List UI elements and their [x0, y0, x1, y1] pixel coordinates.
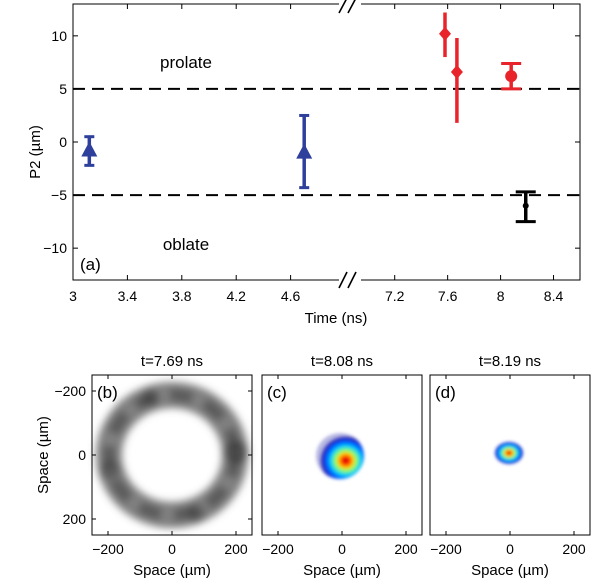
- panel-d-heatmap: t=8.19 ns −200 0 200 (d) Space (µm): [429, 353, 591, 579]
- panel-a-axes: 3 3.4 3.8 4.2 4.6 7.2 7.6 8 8.4 10 5 0 −5 −10: [43, 4, 580, 304]
- x-tick-label: −200: [262, 541, 294, 557]
- y-tick-label: −5: [51, 187, 67, 203]
- region-label-oblate: oblate: [163, 235, 209, 254]
- panel-b-title: t=7.69 ns: [141, 353, 203, 370]
- x-axis-title: Time (ns): [305, 310, 368, 327]
- data-point: [439, 12, 451, 58]
- y-tick-label: −10: [43, 240, 67, 256]
- x-tick-label: 0: [168, 541, 176, 557]
- y-tick-label: 10: [51, 28, 67, 44]
- panel-label-d: (d): [435, 383, 456, 402]
- diamond-marker: [439, 26, 451, 41]
- data-point: [296, 113, 313, 190]
- panel-d-x-axis-title: Space (µm): [471, 562, 549, 579]
- region-label-prolate: prolate: [160, 53, 212, 72]
- x-tick-label: 4.6: [281, 288, 301, 304]
- x-tick-label: 3.4: [118, 288, 138, 304]
- panel-label-b: (b): [97, 383, 118, 402]
- data-point: [501, 61, 522, 91]
- x-tick-label: 200: [394, 541, 418, 557]
- x-tick-label: 7.6: [438, 288, 458, 304]
- x-tick-label: −200: [430, 541, 462, 557]
- panel-b-axes: −200 0 200 −200 0 200: [54, 375, 252, 557]
- y-tick-label: 5: [59, 81, 67, 97]
- data-point: [515, 190, 536, 224]
- x-tick-label: 200: [224, 541, 248, 557]
- panel-c-heatmap: t=8.08 ns −200 0 200 (c) Space (µm): [261, 353, 423, 579]
- reference-lines: [73, 87, 580, 197]
- x-tick-label: 3.8: [172, 288, 192, 304]
- x-tick-label: 7.2: [385, 288, 405, 304]
- y-tick-label: 200: [63, 511, 87, 527]
- circle-marker: [505, 70, 518, 83]
- y-axis-title: P2 (µm): [27, 125, 44, 179]
- panel-b-heatmap: t=7.69 ns −200 0 200 −200 0 200 (b) Space (µm…: [35, 353, 253, 579]
- y-tick-label: 0: [59, 134, 67, 150]
- dot-marker: [522, 202, 529, 209]
- ring-intensity: [96, 382, 248, 528]
- panel-b-x-axis-title: Space (µm): [133, 562, 211, 579]
- panel-label-a: (a): [80, 255, 101, 274]
- panel-c-x-axis-title: Space (µm): [303, 562, 381, 579]
- panel-b-y-axis-title: Space (µm): [35, 416, 52, 494]
- x-tick-label: −200: [92, 541, 124, 557]
- panel-c-axes: −200 0 200: [262, 375, 418, 557]
- data-point: [81, 135, 98, 167]
- x-tick-label: 8.4: [544, 288, 564, 304]
- panel-d-axes: −200 0 200: [430, 375, 586, 557]
- x-tick-label: 0: [506, 541, 514, 557]
- data-point: [450, 37, 463, 123]
- x-tick-label: 4.2: [226, 288, 246, 304]
- triangle-marker: [81, 141, 98, 157]
- y-tick-label: 0: [78, 447, 86, 463]
- x-tick-label: 3: [69, 288, 77, 304]
- axis-break-top: [338, 0, 361, 14]
- panel-a-chart: 3 3.4 3.8 4.2 4.6 7.2 7.6 8 8.4 10 5 0 −5 −10 prolate…: [27, 0, 581, 327]
- y-tick-label: −200: [54, 383, 86, 399]
- x-tick-label: 200: [562, 541, 586, 557]
- diamond-marker: [450, 64, 463, 79]
- panel-label-c: (c): [267, 383, 287, 402]
- axis-break-bottom: [338, 270, 361, 289]
- panel-c-title: t=8.08 ns: [311, 353, 373, 370]
- x-tick-label: 0: [338, 541, 346, 557]
- spot-intensity-c: [316, 433, 364, 479]
- panel-a-frame: [72, 3, 581, 281]
- data-points: [81, 12, 536, 224]
- panel-d-title: t=8.19 ns: [479, 353, 541, 370]
- triangle-marker: [296, 143, 313, 159]
- spot-intensity-d: [495, 442, 523, 464]
- x-tick-label: 8: [497, 288, 505, 304]
